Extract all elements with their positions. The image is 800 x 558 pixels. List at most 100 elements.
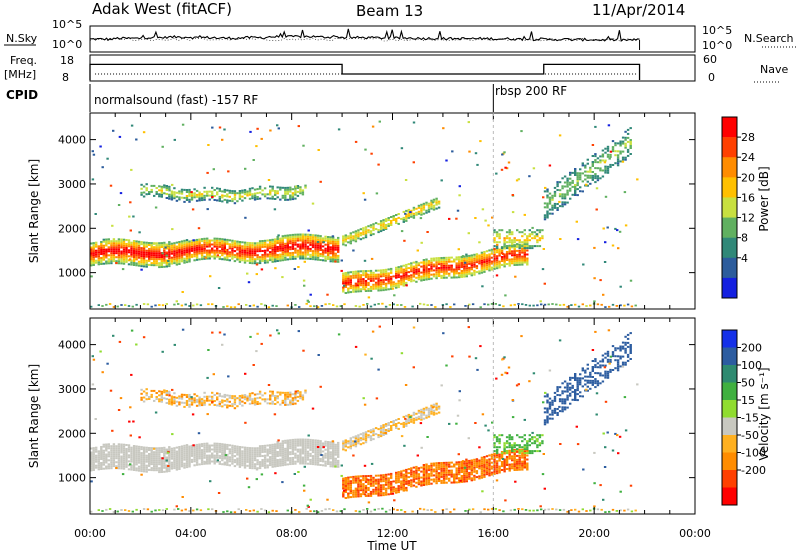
- velocity-cell: [486, 463, 488, 465]
- power-cell: [279, 248, 281, 250]
- velocity-cell: [337, 454, 339, 456]
- power-cell: [231, 254, 233, 256]
- power-cell: [178, 192, 180, 194]
- power-cell: [544, 202, 546, 204]
- power-cell: [503, 237, 505, 239]
- power-cell: [423, 265, 425, 267]
- power-cell: [554, 203, 556, 205]
- velocity-cell: [249, 447, 251, 449]
- beam-label: Beam 13: [356, 2, 423, 20]
- power-cell: [576, 221, 578, 223]
- power-cell: [524, 262, 526, 264]
- power-cell: [370, 226, 372, 228]
- power-cell: [287, 235, 289, 237]
- velocity-cell: [481, 477, 483, 479]
- velocity-cell: [423, 474, 425, 476]
- power-cell: [151, 244, 153, 246]
- power-cell: [539, 229, 541, 231]
- velocity-cell: [289, 404, 291, 406]
- velocity-cell: [496, 472, 498, 474]
- power-cell: [133, 256, 135, 258]
- velocity-cell: [370, 481, 372, 483]
- power-cell: [211, 244, 213, 246]
- power-cell: [564, 201, 566, 203]
- velocity-cell: [448, 464, 450, 466]
- power-cell: [130, 244, 132, 246]
- power-cell: [488, 259, 490, 261]
- velocity-cell: [219, 403, 221, 405]
- power-cell: [456, 276, 458, 278]
- velocity-cell: [120, 456, 122, 458]
- velocity-cell: [118, 443, 120, 445]
- velocity-cell: [103, 456, 105, 458]
- velocity-cell: [337, 464, 339, 466]
- velocity-cell: [327, 457, 329, 459]
- power-cell: [483, 265, 485, 267]
- power-cell: [183, 260, 185, 262]
- power-cell: [519, 264, 521, 266]
- power-cell: [317, 235, 319, 237]
- power-cell: [120, 256, 122, 258]
- power-cell: [415, 273, 417, 275]
- velocity-cell: [312, 447, 314, 449]
- power-cell: [308, 230, 310, 232]
- power-cell: [511, 258, 513, 260]
- power-cell: [115, 240, 117, 242]
- power-cell: [400, 275, 402, 277]
- power-cell: [183, 189, 185, 191]
- power-cell: [468, 257, 470, 259]
- power-cell: [327, 246, 329, 248]
- velocity-cell: [483, 468, 485, 470]
- velocity-cell: [140, 458, 142, 460]
- velocity-cell: [463, 469, 465, 471]
- power-cell: [435, 267, 437, 269]
- power-cell: [287, 193, 289, 195]
- velocity-cell: [514, 455, 516, 457]
- velocity-cell: [468, 468, 470, 470]
- power-cell: [481, 260, 483, 262]
- power-cell: [330, 242, 332, 244]
- velocity-cell: [143, 462, 145, 464]
- power-cell: [255, 145, 257, 147]
- power-cell: [569, 184, 571, 186]
- velocity-cell: [158, 463, 160, 465]
- power-cell: [336, 306, 338, 308]
- power-cell: [398, 270, 400, 272]
- velocity-cell: [196, 444, 198, 446]
- velocity-cell: [294, 397, 296, 399]
- velocity-cell: [168, 456, 170, 458]
- velocity-cell: [292, 457, 294, 459]
- power-cell: [417, 250, 419, 252]
- velocity-cell: [241, 446, 243, 448]
- power-cell: [135, 304, 137, 306]
- power-cell: [115, 256, 117, 258]
- power-cell: [259, 192, 261, 194]
- power-cell: [502, 253, 504, 255]
- velocity-cell: [178, 446, 180, 448]
- power-cell: [443, 275, 445, 277]
- velocity-cell: [503, 465, 505, 467]
- velocity-cell: [264, 461, 266, 463]
- power-cell: [561, 195, 563, 197]
- power-cell: [178, 255, 180, 257]
- velocity-cell: [511, 457, 513, 459]
- power-cell: [355, 240, 357, 242]
- velocity-cell: [264, 455, 266, 457]
- power-cell: [377, 278, 379, 280]
- velocity-cell: [201, 463, 203, 465]
- velocity-cell: [183, 453, 185, 455]
- velocity-cell: [216, 396, 218, 398]
- velocity-cell: [501, 455, 503, 457]
- velocity-cell: [209, 396, 211, 398]
- velocity-cell: [216, 455, 218, 457]
- power-cell: [209, 246, 211, 248]
- power-cell: [337, 261, 339, 263]
- power-cell: [582, 172, 584, 174]
- velocity-cell: [176, 467, 178, 469]
- power-cell: [324, 252, 326, 254]
- power-cell: [181, 191, 183, 193]
- velocity-cell: [360, 485, 362, 487]
- power-cell: [322, 245, 324, 247]
- velocity-cell: [151, 447, 153, 449]
- velocity-cell: [350, 486, 352, 488]
